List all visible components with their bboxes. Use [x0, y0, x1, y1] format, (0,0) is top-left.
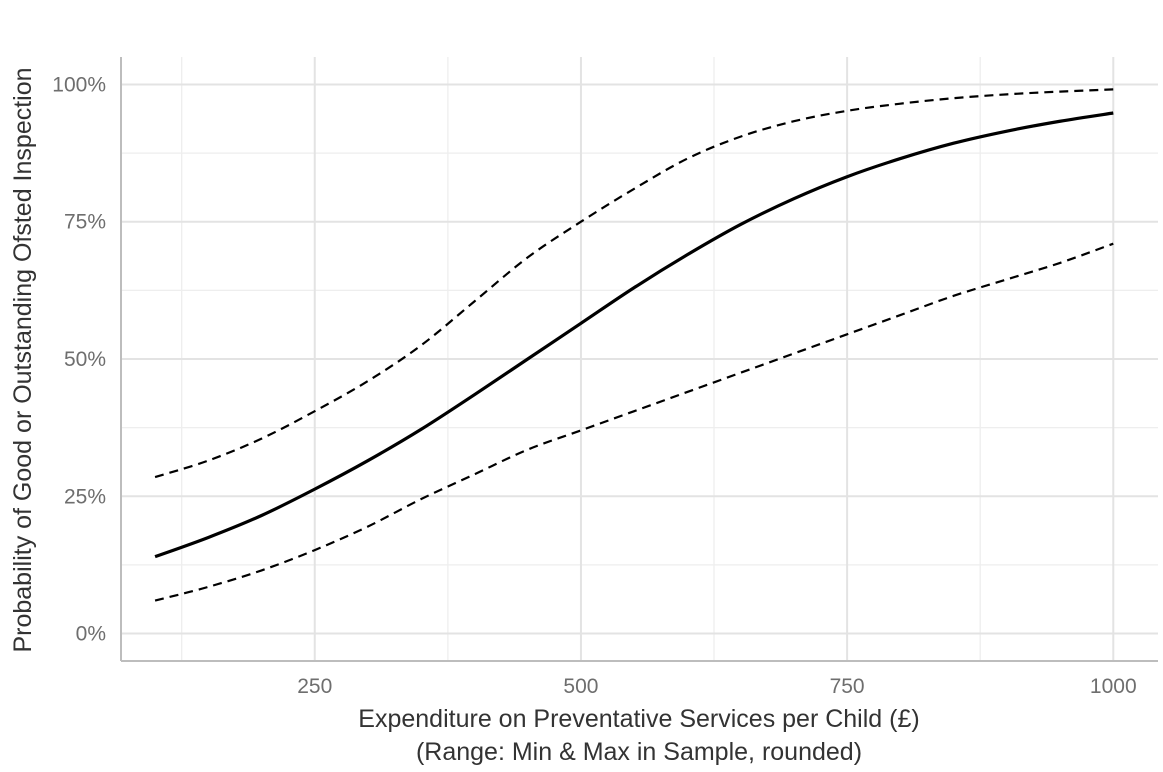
y-tick-labels: 0% 25% 50% 75% 100% — [52, 73, 106, 645]
y-tick-label: 50% — [64, 348, 106, 371]
y-tick-label: 100% — [52, 73, 106, 96]
x-tick-label: 250 — [297, 675, 332, 698]
series-layer — [154, 88, 1114, 602]
y-tick-label: 25% — [64, 485, 106, 508]
y-tick-label: 75% — [64, 211, 106, 234]
major-gridlines — [121, 57, 1158, 661]
x-tick-label: 750 — [830, 675, 865, 698]
y-axis-title: Probability of Good or Outstanding Ofste… — [9, 67, 37, 652]
minor-gridlines — [121, 57, 1158, 661]
x-tick-labels: 250 500 750 1000 — [297, 675, 1136, 698]
lower-bound-line — [154, 242, 1114, 602]
x-tick-label: 500 — [563, 675, 598, 698]
upper-bound-line — [154, 88, 1114, 479]
x-axis-title: Expenditure on Preventative Services per… — [358, 705, 919, 733]
estimate-line — [154, 111, 1114, 559]
y-tick-label: 0% — [76, 623, 106, 646]
x-axis-subtitle: (Range: Min & Max in Sample, rounded) — [416, 738, 862, 766]
axes — [120, 57, 1158, 662]
x-tick-label: 1000 — [1090, 675, 1137, 698]
